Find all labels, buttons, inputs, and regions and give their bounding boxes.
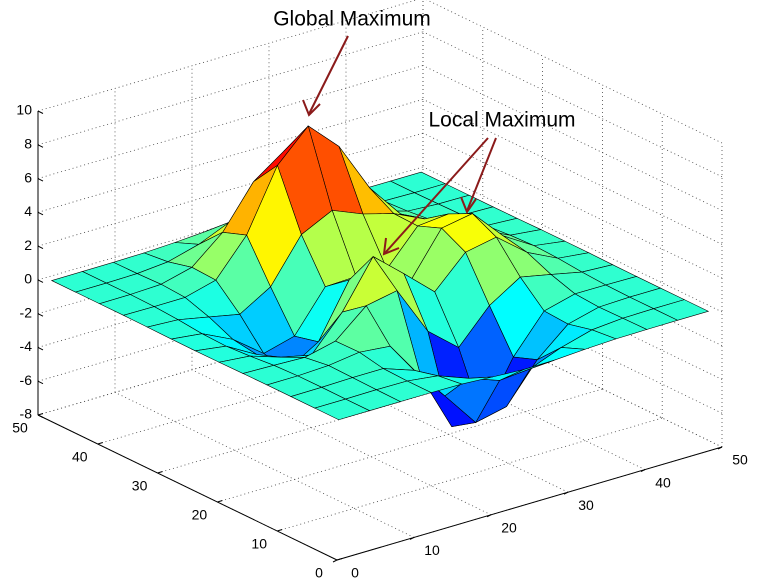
surface [50, 125, 710, 427]
y-tick-label: 50 [12, 420, 28, 436]
z-tick [37, 144, 44, 148]
y-tick [37, 413, 44, 416]
y-tick [336, 558, 343, 561]
grid-line [217, 388, 603, 503]
y-tick [277, 529, 283, 532]
z-tick-label: -8 [20, 406, 33, 422]
annotation-arrow [466, 137, 497, 212]
grid-line [422, 98, 723, 245]
x-tick [717, 446, 723, 450]
z-tick [37, 414, 44, 418]
y-tick [157, 471, 163, 474]
y-tick-label: 20 [192, 507, 208, 523]
surface-facet [313, 398, 371, 421]
x-tick-label: 50 [732, 452, 748, 468]
y-tick-label: 10 [251, 536, 267, 552]
annotation-arrowhead [460, 196, 477, 215]
x-tick-label: 10 [424, 542, 440, 558]
y-axis [37, 414, 338, 561]
x-axis [336, 446, 723, 561]
z-tick [37, 279, 44, 283]
z-tick-label: 8 [24, 135, 32, 151]
y-tick-label: 0 [315, 565, 323, 581]
z-tick [37, 211, 44, 216]
x-tick [640, 469, 646, 473]
grid-line [37, 98, 424, 213]
grid-line [426, 0, 723, 144]
z-tick-label: 10 [16, 102, 32, 118]
x-tick [409, 536, 415, 540]
z-tick-label: -4 [20, 338, 33, 354]
z-tick-label: 2 [24, 237, 32, 253]
grid-line [114, 392, 415, 538]
x-tick [563, 491, 569, 495]
z-tick [37, 178, 44, 182]
y-tick [97, 442, 103, 445]
z-tick-label: 4 [24, 203, 32, 219]
z-tick [37, 110, 44, 114]
z-tick-label: -2 [20, 304, 33, 320]
z-tick-label: -6 [20, 372, 33, 388]
grid-line [277, 417, 663, 532]
grid-line [37, 0, 418, 112]
annotation-arrowhead [302, 99, 321, 117]
z-tick [37, 245, 44, 250]
z-tick [37, 380, 44, 385]
y-tick [217, 500, 223, 503]
grid-line [422, 132, 723, 279]
grid-line [422, 31, 723, 178]
y-tick-label: 30 [132, 478, 148, 494]
x-tick-label: 20 [501, 520, 517, 536]
annotations: Global Maximum Local Maximum [273, 8, 576, 256]
z-tick [37, 346, 44, 351]
grid-line [191, 369, 492, 516]
annotation-arrow [308, 35, 349, 115]
x-tick [486, 514, 492, 518]
x-tick-label: 30 [578, 497, 594, 513]
annotation-arrowhead [382, 237, 400, 256]
annotation: Local Maximum [428, 109, 575, 132]
grid-line [37, 31, 424, 146]
x-tick-label: 0 [351, 565, 359, 581]
x-tick [332, 559, 338, 563]
grid-line [422, 65, 723, 211]
z-tick-label: 6 [24, 169, 32, 185]
grid-line [37, 65, 424, 179]
z-tick-label: 0 [24, 271, 32, 287]
z-tick [37, 313, 44, 317]
annotation-arrow [384, 137, 489, 254]
x-tick-label: 40 [655, 474, 671, 490]
grid-line [422, 166, 723, 313]
y-tick-label: 40 [72, 449, 88, 465]
grid-line [37, 132, 424, 247]
annotation: Global Maximum [273, 8, 431, 31]
